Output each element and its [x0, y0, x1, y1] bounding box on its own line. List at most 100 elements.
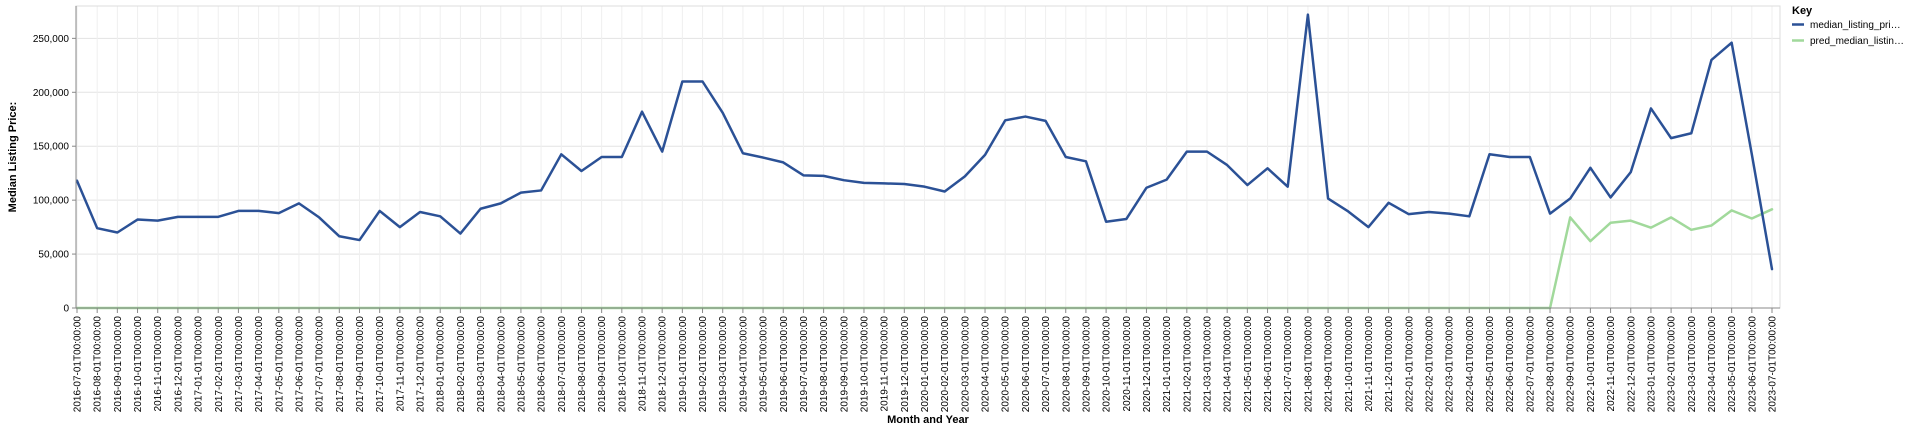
x-tick-label: 2020-09-01T00:00:00 — [1081, 316, 1092, 413]
x-tick-label: 2023-07-01T00:00:00 — [1768, 316, 1779, 413]
x-tick-label: 2018-07-01T00:00:00 — [557, 316, 568, 413]
x-tick-label: 2021-02-01T00:00:00 — [1182, 316, 1193, 413]
x-tick-label: 2021-04-01T00:00:00 — [1223, 316, 1234, 413]
x-tick-label: 2018-08-01T00:00:00 — [577, 316, 588, 413]
y-tick-label: 100,000 — [33, 196, 70, 207]
legend-item-1[interactable]: median_listing_pri… — [1792, 20, 1901, 31]
x-tick-label: 2020-06-01T00:00:00 — [1021, 316, 1032, 413]
x-tick-label: 2023-02-01T00:00:00 — [1667, 316, 1678, 413]
x-tick-label: 2018-04-01T00:00:00 — [496, 316, 507, 413]
y-tick-label: 200,000 — [33, 88, 70, 99]
x-tick-label: 2018-09-01T00:00:00 — [597, 316, 608, 413]
x-tick-label: 2019-01-01T00:00:00 — [678, 316, 689, 413]
x-axis-title: Month and Year — [887, 414, 969, 426]
x-tick-label: 2020-11-01T00:00:00 — [1122, 316, 1133, 412]
x-tick-label: 2020-03-01T00:00:00 — [960, 316, 971, 413]
x-tick-label: 2018-10-01T00:00:00 — [617, 316, 628, 413]
x-tick-label: 2018-06-01T00:00:00 — [537, 316, 548, 413]
legend-label: median_listing_pri… — [1810, 20, 1901, 31]
x-tick-label: 2018-01-01T00:00:00 — [436, 316, 447, 413]
x-tick-label: 2017-08-01T00:00:00 — [335, 316, 346, 413]
x-tick-label: 2022-08-01T00:00:00 — [1546, 316, 1557, 413]
x-tick-label: 2021-03-01T00:00:00 — [1203, 316, 1214, 413]
x-tick-label: 2019-07-01T00:00:00 — [799, 316, 810, 413]
y-tick-label: 0 — [63, 304, 69, 315]
x-tick-label: 2022-09-01T00:00:00 — [1566, 316, 1577, 413]
x-tick-label: 2021-07-01T00:00:00 — [1283, 316, 1294, 413]
x-tick-label: 2017-02-01T00:00:00 — [214, 316, 225, 413]
x-tick-label: 2018-11-01T00:00:00 — [638, 316, 649, 412]
x-tick-label: 2022-01-01T00:00:00 — [1404, 316, 1415, 413]
x-tick-label: 2016-12-01T00:00:00 — [173, 316, 184, 413]
x-tick-label: 2016-07-01T00:00:00 — [73, 316, 84, 413]
x-tick-label: 2019-04-01T00:00:00 — [738, 316, 749, 413]
x-tick-label: 2023-05-01T00:00:00 — [1727, 316, 1738, 413]
y-axis-title: Median Listing Price: — [7, 102, 19, 213]
x-tick-label: 2016-08-01T00:00:00 — [93, 316, 104, 413]
gridlines — [76, 6, 1780, 309]
x-tick-label: 2021-01-01T00:00:00 — [1162, 316, 1173, 413]
x-tick-label: 2021-06-01T00:00:00 — [1263, 316, 1274, 413]
legend-label: pred_median_listin… — [1810, 36, 1904, 47]
x-tick-label: 2023-01-01T00:00:00 — [1646, 316, 1657, 413]
x-tick-label: 2022-02-01T00:00:00 — [1424, 316, 1435, 413]
y-tick-label: 250,000 — [33, 34, 70, 45]
x-tick-label: 2018-05-01T00:00:00 — [516, 316, 527, 413]
legend-title: Key — [1792, 5, 1813, 17]
x-tick-label: 2019-09-01T00:00:00 — [839, 316, 850, 413]
x-tick-label: 2021-09-01T00:00:00 — [1324, 316, 1335, 413]
x-tick-label: 2022-03-01T00:00:00 — [1445, 316, 1456, 413]
x-tick-label: 2019-02-01T00:00:00 — [698, 316, 709, 413]
x-tick-label: 2020-04-01T00:00:00 — [981, 316, 992, 413]
x-tick-label: 2021-12-01T00:00:00 — [1384, 316, 1395, 413]
x-tick-label: 2022-07-01T00:00:00 — [1525, 316, 1536, 413]
x-tick-label: 2017-10-01T00:00:00 — [375, 316, 386, 413]
x-tick-label: 2022-04-01T00:00:00 — [1465, 316, 1476, 413]
x-tick-label: 2020-02-01T00:00:00 — [940, 316, 951, 413]
x-tick-label: 2022-05-01T00:00:00 — [1485, 316, 1496, 413]
series-line-1 — [75, 13, 1774, 271]
x-tick-label: 2020-05-01T00:00:00 — [1001, 316, 1012, 413]
x-tick-label: 2023-04-01T00:00:00 — [1707, 316, 1718, 413]
x-tick-label: 2020-07-01T00:00:00 — [1041, 316, 1052, 413]
x-tick-label: 2016-11-01T00:00:00 — [153, 316, 164, 412]
x-tick-label: 2022-11-01T00:00:00 — [1606, 316, 1617, 412]
x-tick-label: 2016-09-01T00:00:00 — [113, 316, 124, 413]
x-tick-label: 2021-10-01T00:00:00 — [1344, 316, 1355, 413]
x-tick-label: 2019-03-01T00:00:00 — [718, 316, 729, 413]
x-tick-label: 2023-06-01T00:00:00 — [1747, 316, 1758, 413]
x-tick-label: 2016-10-01T00:00:00 — [133, 316, 144, 413]
x-tick-label: 2022-12-01T00:00:00 — [1626, 316, 1637, 413]
x-tick-label: 2017-11-01T00:00:00 — [395, 316, 406, 412]
x-tick-label: 2023-03-01T00:00:00 — [1687, 316, 1698, 413]
x-tick-label: 2017-06-01T00:00:00 — [294, 316, 305, 413]
x-tick-label: 2019-10-01T00:00:00 — [859, 316, 870, 413]
x-tick-label: 2020-01-01T00:00:00 — [920, 316, 931, 413]
x-tick-label: 2020-10-01T00:00:00 — [1102, 316, 1113, 413]
x-tick-label: 2017-01-01T00:00:00 — [194, 316, 205, 413]
x-tick-label: 2018-02-01T00:00:00 — [456, 316, 467, 413]
legend[interactable]: Key median_listing_pri… pred_median_listi… — [1792, 5, 1904, 47]
legend-item-2[interactable]: pred_median_listin… — [1792, 36, 1904, 47]
x-tick-label: 2021-08-01T00:00:00 — [1303, 316, 1314, 413]
x-tick-label: 2019-11-01T00:00:00 — [880, 316, 891, 412]
x-tick-label: 2019-08-01T00:00:00 — [819, 316, 830, 413]
x-tick-label: 2022-06-01T00:00:00 — [1505, 316, 1516, 413]
y-tick-label: 50,000 — [38, 250, 69, 261]
x-tick-label: 2021-05-01T00:00:00 — [1243, 316, 1254, 413]
x-tick-label: 2017-07-01T00:00:00 — [315, 316, 326, 413]
x-tick-label: 2022-10-01T00:00:00 — [1586, 316, 1597, 413]
x-tick-label: 2019-12-01T00:00:00 — [900, 316, 911, 413]
x-tick-label: 2017-12-01T00:00:00 — [416, 316, 427, 413]
x-tick-label: 2019-06-01T00:00:00 — [779, 316, 790, 413]
x-tick-label: 2020-12-01T00:00:00 — [1142, 316, 1153, 413]
x-tick-label: 2017-03-01T00:00:00 — [234, 316, 245, 413]
legend-items: median_listing_pri… pred_median_listin… — [1792, 20, 1904, 47]
x-tick-label: 2018-03-01T00:00:00 — [476, 316, 487, 413]
x-tick-label: 2017-04-01T00:00:00 — [254, 316, 265, 413]
x-tick-label: 2017-05-01T00:00:00 — [274, 316, 285, 413]
x-tick-label: 2017-09-01T00:00:00 — [355, 316, 366, 413]
y-tick-label: 150,000 — [33, 142, 70, 153]
